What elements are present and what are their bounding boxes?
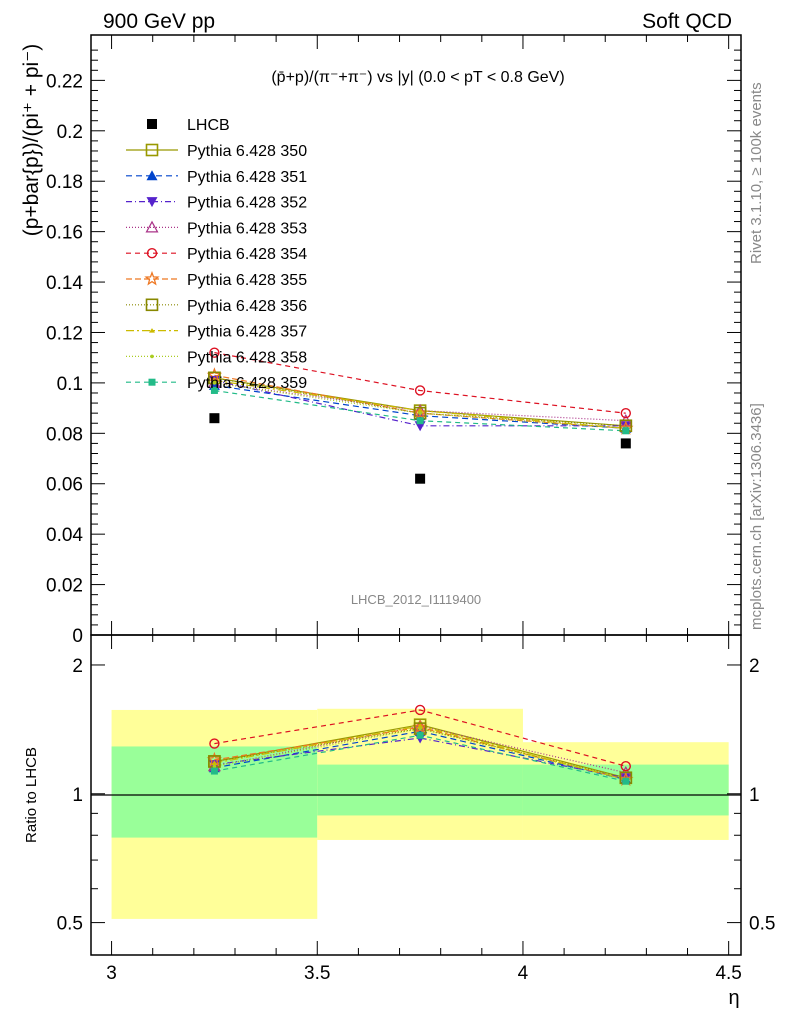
legend-label: Pythia 6.428 356 xyxy=(187,298,307,315)
ratio-y-label: Ratio to LHCB xyxy=(23,747,40,843)
series-marker xyxy=(622,427,630,435)
ratio-marker xyxy=(620,761,632,772)
header-left: 900 GeV pp xyxy=(103,10,215,33)
main-panel: 0 0.02 0.04 0.06 0.08 0.1 0.12 0.14 0.16 0.18 0.2 0… xyxy=(20,34,742,647)
legend-label: Pythia 6.428 351 xyxy=(187,169,307,186)
legend-marker xyxy=(149,328,155,333)
ratio-marker xyxy=(418,726,422,731)
plot-title: (p̄+p)/(π⁻+π⁻) vs |y| (0.0 < pT < 0.8 Ge… xyxy=(271,69,564,86)
watermark: LHCB_2012_I1119400 xyxy=(351,592,481,607)
legend-marker xyxy=(145,143,159,157)
legend-marker xyxy=(145,220,159,233)
legend-label: Pythia 6.428 357 xyxy=(187,324,307,341)
y-tick-label: 0.02 xyxy=(46,576,83,597)
legend-marker xyxy=(146,170,158,181)
ratio-y-tick-label: 1 xyxy=(72,785,83,806)
ratio-marker xyxy=(212,764,217,769)
main-series-markers xyxy=(206,347,634,435)
legend-marker xyxy=(145,298,159,312)
y-tick-label: 0.22 xyxy=(46,71,83,92)
legend-marker xyxy=(148,378,156,386)
ratio-line xyxy=(214,737,626,779)
series-marker xyxy=(416,417,424,425)
ratio-series-markers xyxy=(206,704,634,786)
header-right: Soft QCD xyxy=(642,10,732,33)
y-tick-label: 0.14 xyxy=(46,273,83,294)
x-axis-label: η xyxy=(728,987,739,1009)
ratio-line xyxy=(214,709,626,767)
side-label-mcplots: mcplots.cern.ch [arXiv:1306.3436] xyxy=(748,403,765,630)
side-label-rivet: Rivet 3.1.10, ≥ 100k events xyxy=(748,82,765,264)
series-marker xyxy=(206,367,223,382)
legend-label: Pythia 6.428 355 xyxy=(187,272,307,289)
legend-label: Pythia 6.428 350 xyxy=(187,143,307,160)
y-tick-label: 0.04 xyxy=(46,525,83,546)
ratio-panel: 0.5 0.5 1 1 2 2 3 3.5 4 4.5 Ratio to LHCB η xyxy=(23,634,775,1009)
y-tick-label: 0 xyxy=(72,626,83,647)
series-marker xyxy=(412,405,428,420)
legend: LHCB Pythia 6.428 350 Pythia 6.428 351 Pyth… xyxy=(126,117,307,392)
legend-marker xyxy=(147,119,157,129)
ratio-line xyxy=(214,725,626,774)
legend-label: LHCB xyxy=(187,117,230,134)
y-tick-label: 0.06 xyxy=(46,475,83,496)
ratio-axes: 0.5 0.5 1 1 2 2 3 3.5 4 4.5 xyxy=(57,635,775,984)
series-marker xyxy=(212,381,217,385)
data-point xyxy=(415,473,426,484)
ratio-y-tick-label-right: 1 xyxy=(749,785,760,806)
series-marker xyxy=(414,385,426,396)
lhcb-data-points xyxy=(209,413,631,484)
main-y-label: (p+bar{p})/(pi⁺ + pi⁻) xyxy=(20,44,43,237)
main-y-axis: 0 0.02 0.04 0.06 0.08 0.1 0.12 0.14 0.16 0.18 0.2 0… xyxy=(46,35,741,647)
legend-label: Pythia 6.428 359 xyxy=(187,375,307,392)
legend-marker xyxy=(146,247,158,259)
series-marker xyxy=(418,411,422,415)
ratio-marker xyxy=(416,731,424,739)
series-marker xyxy=(417,408,424,413)
series-marker xyxy=(620,407,632,419)
ratio-y-tick-label-right: 0.5 xyxy=(749,914,775,935)
ratio-frame xyxy=(90,634,742,956)
ratio-marker xyxy=(210,767,218,775)
legend-label: Pythia 6.428 352 xyxy=(187,195,307,212)
y-tick-label: 0.16 xyxy=(46,223,83,244)
x-tick-label: 3 xyxy=(106,963,117,984)
legend-label: Pythia 6.428 353 xyxy=(187,220,307,237)
y-tick-label: 0.2 xyxy=(57,122,83,143)
ratio-marker xyxy=(417,723,424,729)
data-point xyxy=(209,413,220,424)
ratio-marker xyxy=(622,777,630,785)
x-tick-label: 4.5 xyxy=(715,963,741,984)
data-point xyxy=(620,438,631,449)
series-line xyxy=(214,384,626,429)
series-line xyxy=(214,352,626,414)
ratio-marker xyxy=(211,760,218,766)
series-line xyxy=(214,379,626,429)
series-marker xyxy=(209,347,220,358)
y-tick-label: 0.1 xyxy=(57,374,83,395)
legend-marker xyxy=(146,197,158,208)
band-green xyxy=(317,764,523,816)
x-tick-label: 4 xyxy=(518,963,529,984)
legend-label: Pythia 6.428 358 xyxy=(187,349,307,366)
legend-marker xyxy=(150,354,154,359)
y-tick-label: 0.08 xyxy=(46,424,83,445)
series-marker xyxy=(211,377,218,383)
ratio-marker xyxy=(209,738,220,749)
x-tick-label: 3.5 xyxy=(304,963,330,984)
y-tick-label: 0.12 xyxy=(46,323,83,344)
ratio-y-tick-label: 2 xyxy=(72,656,83,677)
legend-marker xyxy=(144,270,160,286)
ratio-y-tick-label: 0.5 xyxy=(57,914,83,935)
series-line xyxy=(214,377,626,427)
ratio-line xyxy=(214,727,626,781)
legend-label: Pythia 6.428 354 xyxy=(187,246,307,263)
ratio-y-tick-label-right: 2 xyxy=(749,656,760,677)
ratio-marker xyxy=(414,704,426,716)
y-tick-label: 0.18 xyxy=(46,172,83,193)
series-marker xyxy=(210,386,218,394)
